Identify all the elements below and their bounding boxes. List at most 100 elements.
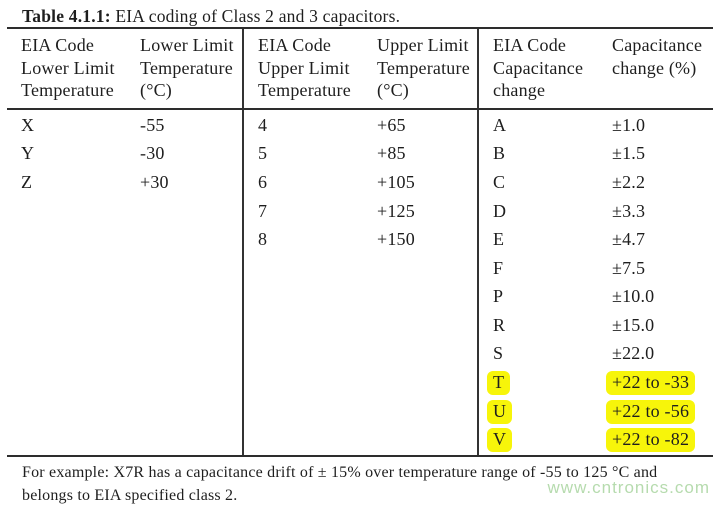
table-body: X -55 Y -30 Z +30	[7, 109, 713, 455]
code-cell: C	[479, 171, 612, 195]
code-cell: A	[479, 114, 612, 138]
value-cell: ±3.3	[612, 200, 713, 224]
table-row: 5 +85	[244, 140, 477, 169]
table-row: 7 +125	[244, 197, 477, 226]
value-cell: ±2.2	[612, 171, 713, 195]
header-group-capacitance-change: EIA Code Capacitance change Capacitance …	[477, 29, 713, 108]
value-cell: -30	[140, 142, 242, 166]
capacitance-change-value: ±10.0	[612, 286, 655, 307]
table-row: U +22 to -56	[479, 397, 713, 426]
code-cell: Y	[7, 142, 140, 166]
value-cell: +22 to -82	[606, 428, 713, 453]
value-cell: +125	[377, 200, 477, 224]
table-row: 4 +65	[244, 112, 477, 141]
temperature-value: -55	[140, 114, 165, 135]
temperature-value: +30	[140, 171, 169, 192]
table-row: E ±4.7	[479, 226, 713, 255]
code-cell: F	[479, 257, 612, 281]
value-cell: ±22.0	[612, 342, 713, 366]
code-value: X	[21, 114, 35, 135]
table-row: T +22 to -33	[479, 369, 713, 398]
capacitance-change-value: +22 to -82	[606, 428, 696, 453]
code-cell: 8	[244, 228, 377, 252]
capacitance-change-value: ±1.0	[612, 114, 646, 135]
capacitance-change-value: +22 to -56	[606, 399, 696, 424]
upper-limit-rows: 4 +65 5 +85 6 +105 7 +1	[242, 109, 477, 455]
capacitance-change-value: ±4.7	[612, 229, 646, 250]
value-cell: ±10.0	[612, 285, 713, 309]
capacitance-change-value: ±15.0	[612, 314, 655, 335]
header-cell-lower-limit-code: EIA Code Lower Limit Temperature	[21, 35, 115, 100]
value-cell: +85	[377, 142, 477, 166]
code-value: A	[493, 114, 507, 135]
value-cell: ±1.0	[612, 114, 713, 138]
code-value: 7	[258, 200, 268, 221]
table-caption: Table 4.1.1: EIA coding of Class 2 and 3…	[0, 0, 720, 27]
code-cell: V	[479, 428, 612, 453]
watermark: www.cntronics.com	[547, 478, 710, 497]
code-cell: 6	[244, 171, 377, 195]
header-cell-lower-limit-temp: Lower Limit Temperature (°C)	[140, 35, 234, 100]
value-cell: ±1.5	[612, 142, 713, 166]
table-row: F ±7.5	[479, 254, 713, 283]
code-cell: R	[479, 314, 612, 338]
code-value: C	[493, 171, 506, 192]
code-value: P	[493, 286, 504, 307]
code-value: B	[493, 143, 506, 164]
code-value: V	[487, 428, 513, 453]
code-cell: Z	[7, 171, 140, 195]
code-value: Y	[21, 143, 35, 164]
value-cell: +65	[377, 114, 477, 138]
footer-note: For example: X7R has a capacitance drift…	[22, 463, 658, 504]
value-cell: ±15.0	[612, 314, 713, 338]
eia-coding-table: EIA Code Lower Limit Temperature Lower L…	[7, 27, 713, 457]
header-cell-capacitance-code: EIA Code Capacitance change	[493, 35, 584, 100]
code-value: E	[493, 229, 505, 250]
header-cell-upper-limit-code: EIA Code Upper Limit Temperature	[258, 35, 351, 100]
table-row: 8 +150	[244, 226, 477, 255]
table-caption-text: EIA coding of Class 2 and 3 capacitors.	[110, 6, 401, 26]
code-value: U	[487, 399, 513, 424]
value-cell: +22 to -56	[606, 399, 713, 424]
value-cell: -55	[140, 114, 242, 138]
table-row: S ±22.0	[479, 340, 713, 369]
capacitance-change-value: ±3.3	[612, 200, 646, 221]
temperature-value: +65	[377, 114, 406, 135]
code-cell: 5	[244, 142, 377, 166]
table-row: C ±2.2	[479, 169, 713, 198]
code-value: 5	[258, 143, 268, 164]
table-header-row: EIA Code Lower Limit Temperature Lower L…	[7, 29, 713, 110]
header-cell-upper-limit-temp: Upper Limit Temperature (°C)	[377, 35, 470, 100]
code-value: D	[493, 200, 507, 221]
code-value: 4	[258, 114, 268, 135]
table-row: X -55	[7, 112, 242, 141]
code-value: T	[487, 370, 511, 395]
temperature-value: -30	[140, 143, 165, 164]
code-cell: U	[479, 399, 612, 424]
code-value: R	[493, 314, 506, 335]
code-cell: T	[479, 370, 612, 395]
table-row: P ±10.0	[479, 283, 713, 312]
table-caption-label: Table 4.1.1:	[22, 6, 111, 26]
code-cell: E	[479, 228, 612, 252]
value-cell: +150	[377, 228, 477, 252]
temperature-value: +105	[377, 171, 415, 192]
capacitance-change-value: ±1.5	[612, 143, 646, 164]
code-cell: S	[479, 342, 612, 366]
header-group-lower-limit: EIA Code Lower Limit Temperature Lower L…	[7, 29, 242, 108]
code-value: 8	[258, 229, 268, 250]
code-value: F	[493, 257, 504, 278]
table-row: B ±1.5	[479, 140, 713, 169]
table-row: D ±3.3	[479, 197, 713, 226]
code-value: S	[493, 343, 504, 364]
value-cell: +105	[377, 171, 477, 195]
table-row: R ±15.0	[479, 312, 713, 341]
value-cell: ±7.5	[612, 257, 713, 281]
code-value: Z	[21, 171, 33, 192]
value-cell: +22 to -33	[606, 370, 713, 395]
code-value: 6	[258, 171, 268, 192]
code-cell: 7	[244, 200, 377, 224]
code-cell: D	[479, 200, 612, 224]
capacitance-change-value: +22 to -33	[606, 370, 696, 395]
